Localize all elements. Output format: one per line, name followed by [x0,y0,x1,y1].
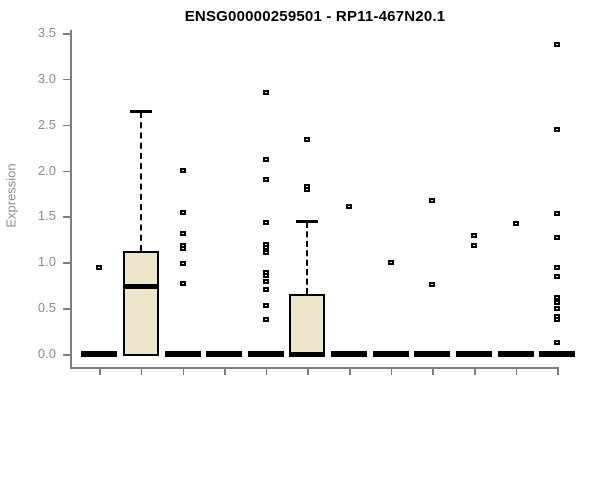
y-tick [63,124,70,127]
outlier-point [304,187,311,193]
outlier-point [262,302,269,308]
outlier-point [179,260,186,266]
x-tick [140,367,143,375]
collapsed-box-bar [372,351,409,357]
outlier-point [554,235,561,241]
outlier-point [429,198,436,204]
outlier-point [262,245,269,251]
x-tick [349,367,351,375]
y-tick [63,262,70,264]
outlier-point [179,168,186,174]
outlier-point [262,279,269,285]
collapsed-box-bar [247,351,284,357]
collapsed-box-bar [206,351,243,357]
y-tick [63,354,70,356]
x-tick [224,367,226,375]
y-tick-label: 2.0 [37,162,56,178]
outlier-point [512,221,519,227]
outlier-point [262,287,269,293]
outlier-point [179,246,186,252]
outlier-point [554,126,561,132]
outlier-point [387,259,394,265]
collapsed-box-bar [539,351,576,357]
box [289,294,326,356]
whisker-cap [129,109,152,113]
x-tick [390,367,393,375]
outlier-point [262,249,269,255]
chart-title: ENSG00000259501 - RP11-467N20.1 [184,8,446,25]
outlier-point [554,41,561,47]
y-tick-label: 3.0 [37,70,56,86]
x-tick [99,367,101,375]
outlier-point [471,233,478,239]
whisker [306,222,309,295]
outlier-point [179,210,186,216]
collapsed-box-bar [456,351,493,357]
x-tick [182,367,184,375]
box [122,251,159,356]
outlier-point [554,265,561,271]
median-line [122,284,159,290]
y-axis-label: Expression [3,163,19,228]
outlier-point [554,339,561,345]
y-axis-line [70,30,72,367]
y-tick-label: 1.5 [37,208,56,224]
y-tick [63,33,70,35]
outlier-point [262,90,269,96]
outlier-point [554,294,561,300]
collapsed-box-bar [497,351,534,357]
median-line [289,352,326,357]
outlier-point [554,305,561,311]
outlier-point [179,231,186,237]
y-tick-label: 0.5 [37,300,56,316]
outlier-point [429,281,436,287]
outlier-point [554,274,561,280]
outlier-point [262,220,269,226]
y-tick [63,308,70,310]
y-tick [63,78,70,81]
y-tick-label: 3.5 [37,25,56,40]
y-tick-label: 2.5 [37,116,56,132]
x-tick [265,367,268,375]
outlier-point [554,211,561,217]
x-tick [307,367,309,375]
outlier-point [346,203,353,209]
x-tick [557,367,559,375]
outlier-point [96,265,103,271]
y-tick [63,216,70,218]
y-tick-label: 0.0 [37,346,56,361]
outlier-point [304,136,311,142]
x-tick [432,367,434,375]
collapsed-box-bar [81,351,118,357]
collapsed-box-bar [331,351,368,357]
outlier-point [262,177,269,183]
outlier-point [179,280,186,286]
y-tick [63,170,70,173]
x-tick [474,367,476,375]
whisker-cap [296,220,319,224]
outlier-point [554,300,561,306]
x-axis-line [70,367,559,369]
x-tick [515,367,518,375]
outlier-point [262,157,269,163]
whisker [139,111,142,252]
outlier-point [262,316,269,322]
outlier-point [262,272,269,278]
outlier-point [471,243,478,249]
outlier-point [554,316,561,322]
collapsed-box-bar [164,351,201,357]
collapsed-box-bar [414,351,451,357]
y-tick-label: 1.0 [37,254,56,270]
